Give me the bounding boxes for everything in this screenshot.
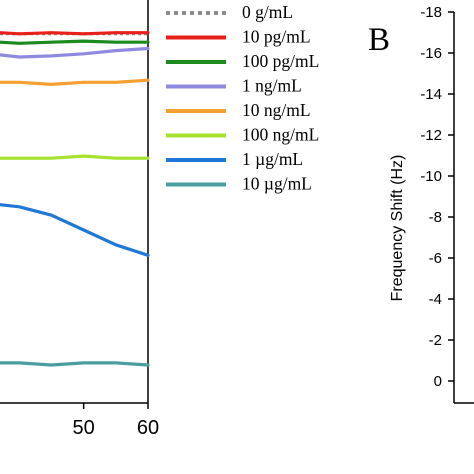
legend-label-4: 10 ng/mL [242,100,311,120]
series-line-3 [0,46,150,59]
series-line-7 [0,361,150,367]
legend-item-0: 0 g/mL [166,2,293,22]
y-tick-label-1: -16 [420,45,442,62]
legend-item-5: 100 ng/mL [166,125,319,145]
legend-label-2: 100 pg/mL [242,51,319,71]
legend-item-2: 100 pg/mL [166,51,319,71]
y-tick-label-7: -4 [429,291,442,308]
left-panel-series [0,31,150,367]
legend-item-6: 1 µg/mL [166,149,303,169]
y-tick-label-3: -12 [420,127,442,144]
series-line-4 [0,78,150,87]
y-tick-label-6: -6 [429,250,442,267]
y-tick-label-0: -18 [420,4,442,21]
x-tick-label-0: 50 [73,417,95,439]
panel-b: B Frequency Shift (Hz) -18 -16 -14 -12 -10 -8… [368,4,474,404]
legend-label-3: 1 ng/mL [242,76,302,96]
legend-label-1: 10 pg/mL [242,27,311,47]
legend-item-1: 10 pg/mL [166,27,311,47]
legend-item-7: 10 µg/mL [166,174,312,194]
y-tick-label-4: -10 [420,168,442,185]
legend-label-7: 10 µg/mL [242,174,312,194]
series-line-6 [0,203,150,257]
left-panel-x-ticks: 50 60 [73,403,159,439]
y-tick-label-5: -8 [429,209,442,226]
panel-a: 50 60 [0,0,159,439]
legend-label-6: 1 µg/mL [242,149,303,169]
series-line-1 [0,31,150,36]
series-line-2 [0,39,150,45]
y-tick-label-9: 0 [434,373,442,390]
y-tick-label-2: -14 [420,86,442,103]
legend-label-5: 100 ng/mL [242,125,319,145]
series-line-5 [0,154,150,160]
right-panel-y-ticks: -18 -16 -14 -12 -10 -8 -6 -4 -2 0 [420,4,454,390]
legend-item-4: 10 ng/mL [166,100,311,120]
legend-item-3: 1 ng/mL [166,76,302,96]
y-tick-label-8: -2 [429,332,442,349]
legend: 0 g/mL 10 pg/mL 100 pg/mL 1 ng/mL 10 ng/mL 10… [166,2,319,194]
panel-label-b: B [368,22,390,58]
legend-label-0: 0 g/mL [242,2,293,22]
y-axis-title: Frequency Shift (Hz) [389,155,406,302]
x-tick-label-1: 60 [137,417,159,439]
